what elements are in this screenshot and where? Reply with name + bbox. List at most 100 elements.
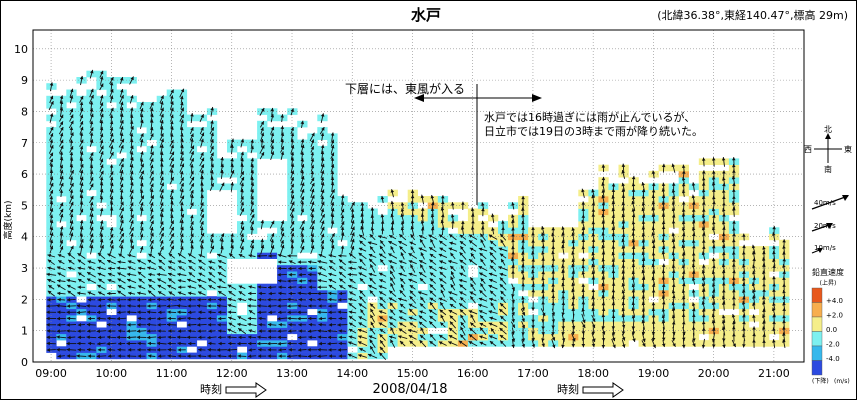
wind-arrow xyxy=(86,322,96,327)
wind-arrow xyxy=(290,157,295,167)
x-tick-label: 14:00 xyxy=(336,367,368,380)
wind-arrow xyxy=(359,240,366,247)
wind-arrow xyxy=(459,291,467,296)
wind-arrow xyxy=(280,114,284,123)
wind-arrow xyxy=(379,245,386,254)
wind-arrow xyxy=(429,259,437,266)
wind-arrow xyxy=(99,145,104,154)
wind-arrow xyxy=(89,213,94,224)
wind-arrow xyxy=(47,266,56,270)
wind-arrow xyxy=(189,150,195,161)
wind-arrow xyxy=(671,201,676,211)
wind-arrow xyxy=(298,329,306,333)
wind-arrow xyxy=(297,354,308,358)
wind-arrow xyxy=(338,341,347,346)
wind-arrow xyxy=(288,285,297,290)
wind-arrow xyxy=(561,314,566,323)
wind-arrow xyxy=(691,194,696,205)
wind-arrow xyxy=(499,321,507,328)
wind-arrow xyxy=(99,170,104,179)
wind-arrow xyxy=(370,207,375,217)
wind-arrow xyxy=(107,278,116,283)
wind-arrow xyxy=(358,234,367,240)
wind-arrow xyxy=(217,285,227,289)
wind-arrow xyxy=(772,245,776,254)
wind-arrow xyxy=(109,126,114,135)
wind-arrow xyxy=(420,194,425,205)
compass-icon xyxy=(814,133,842,163)
compass-east: 東 xyxy=(844,144,852,154)
wind-arrow xyxy=(187,291,196,296)
wind-arrow xyxy=(217,323,227,327)
wind-arrow xyxy=(227,354,237,358)
wind-arrow xyxy=(360,207,365,217)
wind-arrow xyxy=(167,310,177,314)
wind-arrow xyxy=(240,138,245,148)
wind-arrow xyxy=(297,310,308,315)
wind-arrow xyxy=(169,144,174,155)
wind-arrow xyxy=(137,291,147,295)
wind-arrow xyxy=(478,303,488,308)
wind-arrow xyxy=(338,298,347,302)
wind-arrow xyxy=(240,182,244,192)
wind-arrow xyxy=(561,239,565,247)
wind-arrow xyxy=(68,169,74,180)
wind-arrow xyxy=(200,138,204,148)
wind-arrow xyxy=(317,335,327,339)
wind-arrow xyxy=(330,164,335,173)
wind-arrow xyxy=(86,310,96,314)
wind-arrow xyxy=(199,114,205,123)
wind-arrow xyxy=(551,333,556,341)
wind-arrow xyxy=(49,158,54,166)
wind-arrow xyxy=(681,220,686,229)
wind-arrow xyxy=(198,335,206,340)
wind-arrow xyxy=(46,348,56,352)
wind-arrow xyxy=(116,266,127,270)
wind-arrow xyxy=(551,227,555,235)
wind-arrow xyxy=(480,258,486,266)
wind-arrow xyxy=(367,353,378,359)
wind-arrow xyxy=(139,202,144,210)
wind-arrow xyxy=(681,189,686,197)
wind-arrow xyxy=(389,309,396,316)
wind-arrow xyxy=(57,279,66,283)
wind-arrow xyxy=(99,102,104,109)
wind-arrow xyxy=(498,266,508,271)
wind-arrow xyxy=(49,232,54,242)
wind-arrow xyxy=(190,214,194,222)
wind-arrow xyxy=(198,254,206,258)
wind-arrow xyxy=(310,158,315,166)
wind-arrow xyxy=(106,335,117,339)
wind-arrow xyxy=(661,314,666,323)
wind-arrow xyxy=(209,152,214,160)
wind-arrow xyxy=(347,272,358,277)
wind-arrow xyxy=(651,333,656,342)
wind-arrow xyxy=(177,291,186,296)
wind-arrow xyxy=(318,266,327,271)
wind-arrow xyxy=(380,195,385,204)
wind-arrow xyxy=(521,220,525,229)
wind-arrow xyxy=(298,272,306,277)
wind-arrow xyxy=(722,332,726,342)
wind-arrow xyxy=(601,164,606,173)
wind-scale-arrow-20 xyxy=(811,223,833,232)
wind-arrow xyxy=(641,245,646,254)
annotation-arrowhead-right xyxy=(532,94,542,102)
wind-arrow xyxy=(722,182,726,192)
y-tick-label: 8 xyxy=(21,105,28,118)
wind-arrow xyxy=(180,239,184,248)
wind-arrow xyxy=(179,163,185,173)
wind-arrow xyxy=(109,176,114,185)
wind-arrow xyxy=(581,339,586,348)
wind-arrow xyxy=(249,213,255,223)
wind-arrow xyxy=(349,201,355,210)
wind-arrow xyxy=(388,290,397,297)
wind-arrow xyxy=(116,298,127,302)
wind-arrow xyxy=(119,144,124,154)
x-tick-label: 09:00 xyxy=(35,367,67,380)
wind-arrow xyxy=(180,126,184,135)
wind-arrow xyxy=(87,297,96,302)
wind-arrow xyxy=(317,329,328,333)
wind-arrow xyxy=(330,195,335,204)
wind-arrow xyxy=(511,283,515,291)
